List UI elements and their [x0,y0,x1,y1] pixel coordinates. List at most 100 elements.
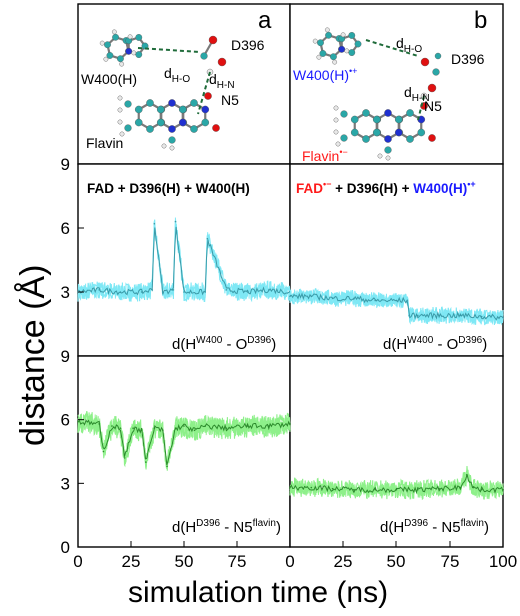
atom [372,115,381,124]
data-point [438,487,440,490]
atom [362,135,370,143]
atom [134,105,143,114]
dhn-label: dH-N [209,71,235,91]
atom [324,27,330,33]
atom [384,146,392,154]
atom [372,128,381,137]
hbond-dhn [197,71,211,115]
dhn-label-b: dH-N [404,84,430,104]
atom [417,128,426,137]
atom [201,105,210,114]
series-bottom-left [77,411,291,471]
data-point [459,314,462,317]
data-point [111,425,113,427]
atom [340,32,346,38]
atom [190,125,198,133]
atom [317,39,324,47]
data-point [246,425,249,427]
data-point [502,316,504,319]
atom [125,47,133,55]
flavin-radical-label: Flavin•− [302,147,348,164]
data-point [406,299,408,302]
atom [333,129,339,135]
atom [362,109,370,117]
atom [204,92,212,100]
atom [348,32,356,39]
data-point [395,488,398,491]
data-point [162,429,164,432]
x-tick-label: 100 [489,552,517,571]
d396-label: D396 [231,37,265,53]
data-point [417,488,419,491]
atom [212,124,220,132]
atom [117,119,123,125]
panel-b-frame [289,3,504,165]
y-tick-label: 6 [61,411,70,430]
atom [178,118,187,127]
atom [104,41,111,49]
atom [377,153,383,159]
x-tick-label: 0 [73,552,82,571]
data-point [310,486,313,489]
data-point [289,295,291,298]
atom [169,145,175,151]
data-point [289,486,291,489]
data-point [183,291,185,293]
atom [428,134,436,142]
data-point [472,486,474,489]
series-mean-top-left [77,226,291,296]
atom [103,56,109,62]
atom [168,136,176,144]
atom [119,131,125,137]
hbond-dho-b [365,39,419,57]
x-tick-label: 75 [441,552,460,571]
atom [117,107,123,113]
atom [112,33,119,41]
plot-top-right-frame [289,163,504,357]
data-point [459,486,462,489]
atom [217,57,227,67]
atom [350,115,359,124]
panel-b-labels: W400(H)•+ D396 dH-O dH-N N5 Flavin•− [293,35,485,164]
atom [124,124,132,132]
atom [333,117,339,123]
data-point [172,289,175,291]
atom [200,52,208,60]
data-point [119,427,122,429]
atom [406,109,414,117]
atom [338,45,346,53]
data-point [204,291,206,293]
data-point [193,429,196,432]
atom [394,115,403,124]
series-mean-bottom-right [289,474,504,495]
atom [420,57,430,67]
data-point [438,314,440,317]
atom [406,135,414,143]
data-point [132,427,134,429]
atom [168,125,176,133]
data-point [331,487,334,490]
atom [146,99,154,107]
atom [99,40,105,46]
atom [344,48,350,54]
data-point [204,425,206,427]
data-point [206,237,209,240]
atom [350,128,359,137]
data-point [310,295,313,298]
data-point [145,461,147,463]
data-point [225,289,228,291]
panel-a-labels: W400(H) D396 dH-O dH-N N5 Flavin [81,37,265,151]
atom [201,118,210,127]
n5-label: N5 [221,92,239,108]
atom [340,134,348,142]
atom [330,53,337,61]
series-top-left [77,217,291,303]
w400-label: W400(H) [81,71,137,87]
label-top-right: d(HW400 - OD396) [383,335,487,353]
plots: 0 25 50 75 0 25 50 75 100 9 6 3 9 6 3 0 [61,155,518,571]
atom [134,118,143,127]
atom [119,61,125,67]
data-point [268,425,270,427]
y-tick-label: 9 [61,155,70,174]
data-point [77,420,79,423]
